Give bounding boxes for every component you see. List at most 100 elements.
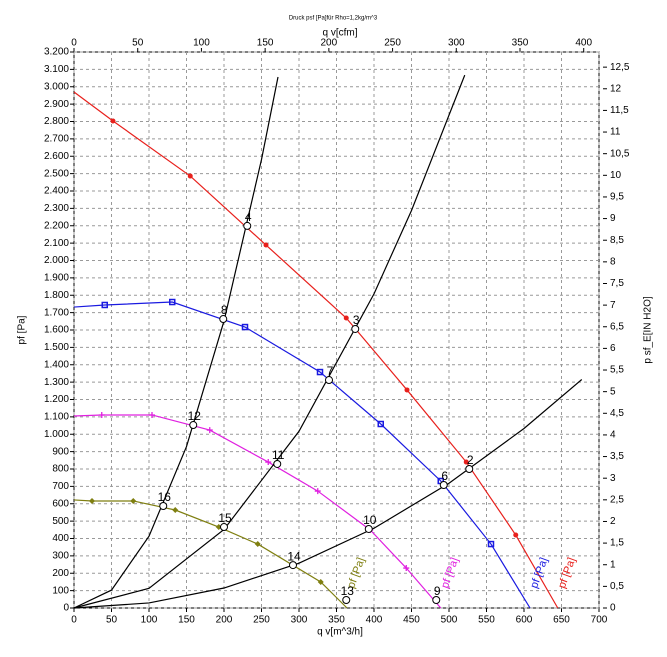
y2-tick-label: 3: [610, 473, 616, 484]
marker: [187, 173, 193, 179]
y-tick-label: 1.800: [44, 290, 69, 301]
operating-point-label: 8: [221, 303, 228, 317]
operating-point-label: 10: [363, 513, 377, 527]
operating-point-label: 3: [353, 313, 360, 327]
y-tick-label: 3.000: [44, 81, 69, 92]
x-tick-label: 650: [553, 615, 570, 626]
series-line: [73, 76, 279, 609]
operating-point: [364, 524, 373, 533]
operating-point-label: 7: [327, 364, 334, 378]
operating-point: [289, 561, 297, 570]
x-axis-label: q v[m^3/h]: [317, 627, 363, 638]
x2-tick-label: 250: [384, 38, 401, 49]
series-line: [73, 301, 531, 609]
y2-tick-label: 12,5: [610, 62, 630, 73]
y-tick-label: 2.200: [44, 220, 69, 231]
operating-point: [220, 523, 228, 532]
x-tick-label: 50: [106, 615, 118, 626]
x2-tick-label: 400: [575, 38, 592, 49]
y-tick-label: 3.100: [44, 64, 69, 75]
y2-tick-label: 3,5: [610, 451, 624, 462]
x2-tick-label: 300: [448, 38, 465, 49]
y2-tick-label: 9: [610, 213, 616, 224]
y-tick-label: 1.400: [44, 359, 69, 370]
y-tick-label: 1.300: [44, 377, 69, 388]
y-tick-label: 2.500: [44, 168, 69, 179]
series-line: [73, 414, 442, 609]
x-tick-label: 500: [441, 615, 458, 626]
y2-tick-label: 0: [610, 603, 616, 614]
y-tick-label: 1.100: [44, 412, 69, 423]
marker: [89, 497, 95, 504]
y-tick-label: 1.500: [44, 342, 69, 353]
operating-point: [189, 421, 198, 430]
y2-tick-label: 2,5: [610, 494, 624, 505]
marker: [377, 420, 384, 428]
y-tick-label: 1.900: [44, 273, 69, 284]
y-tick-label: 600: [52, 498, 69, 509]
y2-tick-label: 1,5: [610, 538, 624, 549]
operating-point-label: 13: [341, 584, 355, 598]
x-tick-label: 600: [516, 615, 533, 626]
x-tick-label: 700: [591, 615, 608, 626]
y-tick-label: 300: [52, 551, 69, 562]
marker: [343, 315, 349, 321]
x2-tick-label: 150: [257, 38, 274, 49]
y-tick-label: 400: [52, 533, 69, 544]
y2-tick-label: 4,5: [610, 408, 624, 419]
marker: [169, 298, 176, 306]
marker: [403, 565, 410, 572]
operating-point: [439, 480, 448, 489]
y-tick-label: 800: [52, 464, 69, 475]
operating-point: [351, 324, 360, 333]
y-tick-label: 3.200: [44, 47, 69, 58]
marker: [263, 242, 269, 248]
y2-tick-label: 8,5: [610, 235, 624, 246]
marker: [110, 118, 116, 124]
operating-point-label: 11: [272, 448, 285, 462]
y2-axis-label: p sf_E[IN H2O]: [643, 296, 654, 363]
series-line: [73, 91, 559, 609]
x-tick-label: 350: [328, 615, 345, 626]
y2-tick-label: 11: [610, 127, 621, 138]
marker: [98, 411, 105, 418]
y-tick-label: 100: [52, 585, 69, 596]
y-tick-label: 2.900: [44, 99, 69, 110]
marker: [314, 488, 321, 495]
marker: [487, 540, 495, 548]
y-axis-label: pf [Pa]: [17, 315, 28, 344]
marker: [130, 497, 137, 504]
x2-axis-label: q v[cfm]: [322, 28, 357, 39]
x-tick-label: 300: [291, 615, 308, 626]
y2-tick-label: 4: [610, 430, 616, 441]
y2-tick-label: 5,5: [610, 365, 624, 376]
x2-tick-label: 50: [132, 38, 144, 49]
y-tick-label: 2.300: [44, 203, 69, 214]
y2-tick-label: 8: [610, 256, 616, 267]
y-tick-label: 2.600: [44, 151, 69, 162]
marker: [265, 459, 272, 466]
y-tick-label: 0: [63, 603, 69, 614]
y2-tick-label: 12: [610, 83, 622, 94]
marker: [316, 368, 324, 376]
operating-point-label: 2: [467, 453, 474, 467]
marker: [215, 524, 222, 531]
x-tick-label: 400: [366, 615, 383, 626]
y2-tick-label: 6,5: [610, 321, 624, 332]
y2-tick-label: 7,5: [610, 278, 624, 289]
chart-title: Druck psf [Pa]für Rho=1,2kg/m^3: [289, 16, 378, 22]
operating-point: [325, 376, 333, 385]
y-tick-label: 1.700: [44, 307, 69, 318]
operating-point: [243, 221, 252, 230]
operating-point: [432, 596, 441, 605]
y-tick-label: 1.200: [44, 394, 69, 405]
y2-tick-label: 1: [610, 559, 616, 570]
operating-point-label: 14: [287, 549, 301, 563]
y-tick-label: 1.000: [44, 429, 69, 440]
x2-tick-label: 350: [512, 38, 529, 49]
operating-point-label: 16: [158, 490, 172, 504]
operating-point-label: 15: [218, 511, 232, 525]
y2-tick-label: 11,5: [610, 105, 629, 116]
y-tick-label: 2.000: [44, 255, 69, 266]
